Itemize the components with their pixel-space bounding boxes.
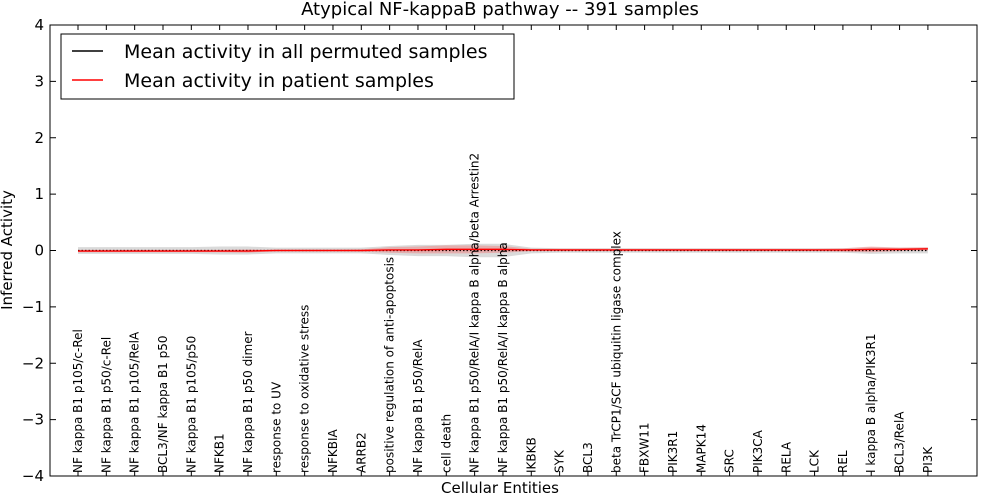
x-tick-label: BCL3/NF kappa B1 p50: [156, 335, 170, 473]
x-axis-label: Cellular Entities: [441, 479, 559, 497]
x-tick-label: NF kappa B1 p50/RelA/I kappa B alpha/bet…: [468, 153, 482, 473]
y-tick-label: −2: [22, 354, 44, 372]
y-tick-label: 4: [34, 16, 44, 34]
x-tick-label: IKBKB: [524, 437, 538, 473]
legend-entry-0: Mean activity in all permuted samples: [124, 41, 487, 63]
x-tick-label: response to oxidative stress: [298, 305, 312, 473]
y-tick-label: −3: [22, 411, 44, 429]
x-tick-label: LCK: [808, 449, 822, 473]
x-tick-label: NF kappa B1 p50/RelA: [411, 339, 425, 473]
x-tick-label: NF kappa B1 p50 dimer: [241, 331, 255, 473]
x-tick-label: NF kappa B1 p50/c-Rel: [99, 337, 113, 473]
series-line-1: [78, 248, 928, 252]
legend: Mean activity in all permuted samples Mea…: [60, 33, 515, 100]
legend-box: [60, 33, 515, 100]
x-tick-label: NF kappa B1 p105/p50: [184, 336, 198, 473]
x-tick-label: positive regulation of anti-apoptosis: [383, 257, 397, 473]
x-tick-label: BCL3: [581, 442, 595, 473]
x-tick-label: MAPK14: [694, 424, 708, 473]
y-tick-label: −1: [22, 298, 44, 316]
x-tick-label: NFKBIA: [326, 428, 340, 473]
x-tick-label: REL: [836, 450, 850, 473]
y-tick-label: 0: [34, 242, 44, 260]
x-tick-label: beta TrCP1/SCF ubiquitin ligase complex: [609, 231, 623, 473]
x-tick-label: FBXW11: [638, 423, 652, 474]
x-tick-label: PIK3CA: [751, 429, 765, 473]
x-tick-label: NF kappa B1 p50/RelA/I kappa B alpha: [496, 242, 510, 473]
x-tick-label: response to UV: [269, 381, 283, 473]
x-tick-label: ARRB2: [354, 432, 368, 473]
y-tick-label: 2: [34, 129, 44, 147]
x-tick-label: PI3K: [921, 446, 935, 473]
x-tick-label: SRC: [723, 449, 737, 473]
chart-title: Atypical NF-kappaB pathway -- 391 sample…: [301, 0, 699, 20]
x-tick-label: SYK: [553, 449, 567, 473]
x-tick-label: BCL3/RelA: [893, 411, 907, 473]
y-tick-label: 3: [34, 72, 44, 90]
x-tick-label: PIK3R1: [666, 431, 680, 473]
y-tick-label: −4: [22, 467, 44, 485]
plot-area: 4 3 2 1 0 −1 −2 −3 −4 NF kappa B1 p105/c-Rel NF ka…: [22, 16, 978, 485]
y-axis-label: Inferred Activity: [0, 190, 16, 310]
x-tick-label: I kappa B alpha/PIK3R1: [864, 334, 878, 473]
x-tick-label: cell death: [439, 414, 453, 473]
x-tick-label: NF kappa B1 p105/c-Rel: [71, 329, 85, 473]
x-tick-label: NFKB1: [213, 433, 227, 473]
y-tick-label: 1: [34, 185, 44, 203]
x-tick-label: RELA: [779, 441, 793, 473]
x-tick-label: NF kappa B1 p105/RelA: [128, 331, 142, 473]
legend-entry-1: Mean activity in patient samples: [124, 70, 434, 92]
